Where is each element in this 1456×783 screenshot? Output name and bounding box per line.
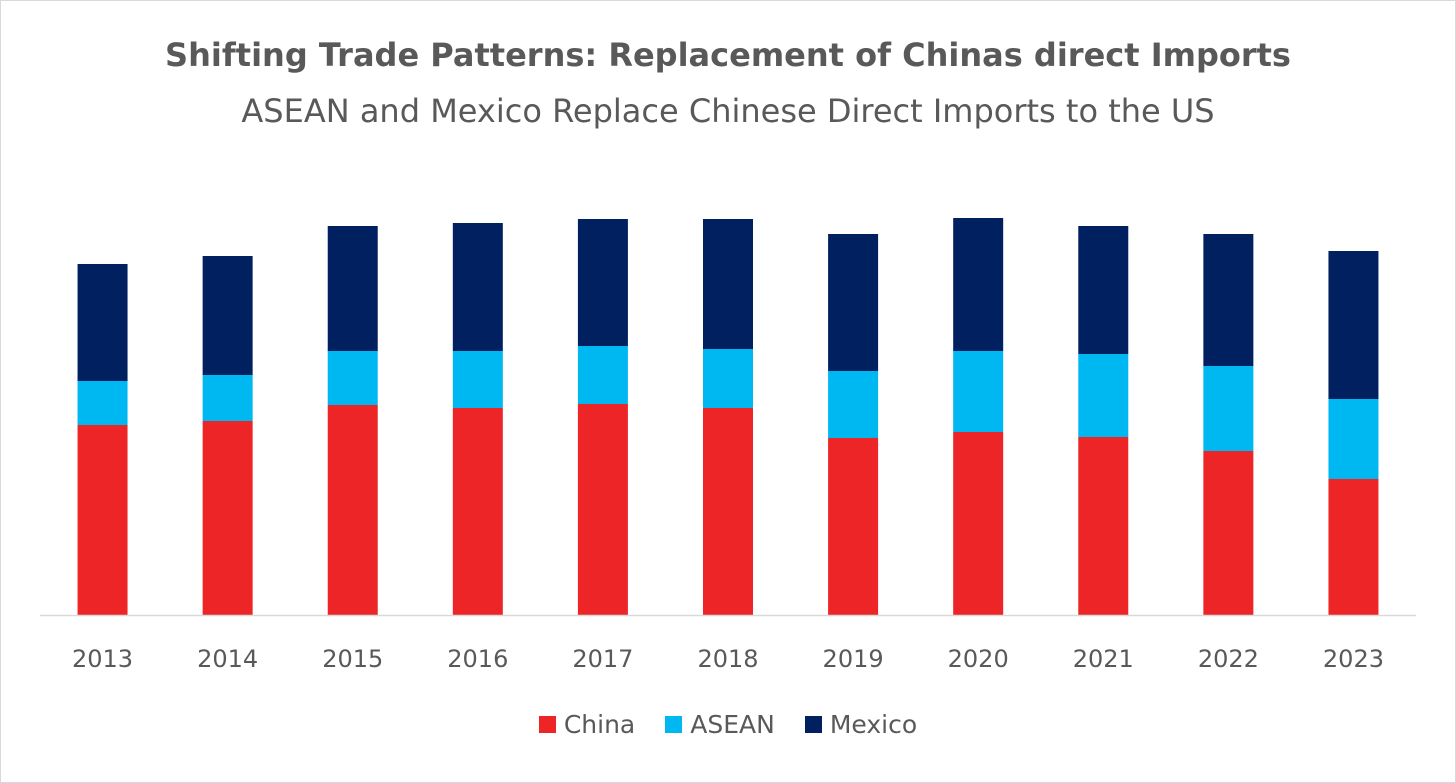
bar-asean-2019 (828, 371, 879, 438)
x-tick-label: 2021 (1073, 645, 1134, 673)
x-tick-label: 2014 (197, 645, 258, 673)
legend-swatch (804, 716, 822, 733)
legend-swatch (665, 716, 683, 733)
bar-asean-2020 (953, 351, 1004, 432)
bar-china-2014 (202, 421, 253, 615)
bar-mexico-2020 (953, 218, 1004, 351)
chart-subtitle: ASEAN and Mexico Replace Chinese Direct … (241, 92, 1215, 130)
bar-asean-2014 (202, 375, 253, 421)
bar-china-2021 (1078, 437, 1129, 615)
legend-label: Mexico (829, 710, 918, 739)
bar-mexico-2018 (703, 219, 753, 349)
legend-item-china: China (538, 710, 636, 739)
x-tick-label: 2015 (322, 645, 383, 673)
legend-swatch (538, 716, 556, 733)
bar-china-2022 (1203, 451, 1254, 615)
x-tick-label: 2022 (1198, 645, 1259, 673)
bar-china-2015 (327, 405, 378, 615)
bar-mexico-2014 (202, 256, 253, 375)
bar-mexico-2013 (77, 264, 128, 381)
legend: China ASEAN Mexico (0, 710, 1456, 739)
x-tick-label: 2017 (572, 645, 633, 673)
x-tick-label: 2023 (1323, 645, 1384, 673)
chart-title: Shifting Trade Patterns: Replacement of … (165, 36, 1291, 74)
bar-china-2023 (1328, 479, 1379, 615)
legend-label: China (563, 710, 636, 739)
bar-mexico-2021 (1078, 226, 1129, 354)
legend-item-mexico: Mexico (804, 710, 918, 739)
bar-china-2013 (77, 425, 128, 615)
bar-china-2018 (703, 408, 753, 615)
bar-china-2016 (452, 408, 503, 615)
bar-mexico-2023 (1328, 251, 1379, 399)
bar-mexico-2017 (577, 219, 628, 346)
bar-asean-2013 (77, 381, 128, 425)
bar-asean-2017 (577, 346, 628, 404)
x-tick-label: 2018 (697, 645, 758, 673)
bar-mexico-2015 (327, 226, 378, 351)
x-tick-label: 2013 (72, 645, 133, 673)
bar-asean-2016 (452, 351, 503, 408)
bar-asean-2023 (1328, 399, 1379, 479)
bar-china-2017 (577, 404, 628, 615)
bar-mexico-2022 (1203, 234, 1254, 366)
bar-asean-2022 (1203, 366, 1254, 451)
bar-asean-2018 (703, 349, 753, 408)
x-tick-label: 2016 (447, 645, 508, 673)
bar-asean-2021 (1078, 354, 1129, 437)
bar-mexico-2019 (828, 234, 879, 371)
x-tick-label: 2020 (948, 645, 1009, 673)
bar-china-2019 (828, 438, 879, 615)
bar-mexico-2016 (452, 223, 503, 351)
bar-china-2020 (953, 432, 1004, 615)
bar-asean-2015 (327, 351, 378, 405)
x-tick-label: 2019 (823, 645, 884, 673)
legend-item-asean: ASEAN (665, 710, 775, 739)
legend-label: ASEAN (690, 710, 775, 739)
